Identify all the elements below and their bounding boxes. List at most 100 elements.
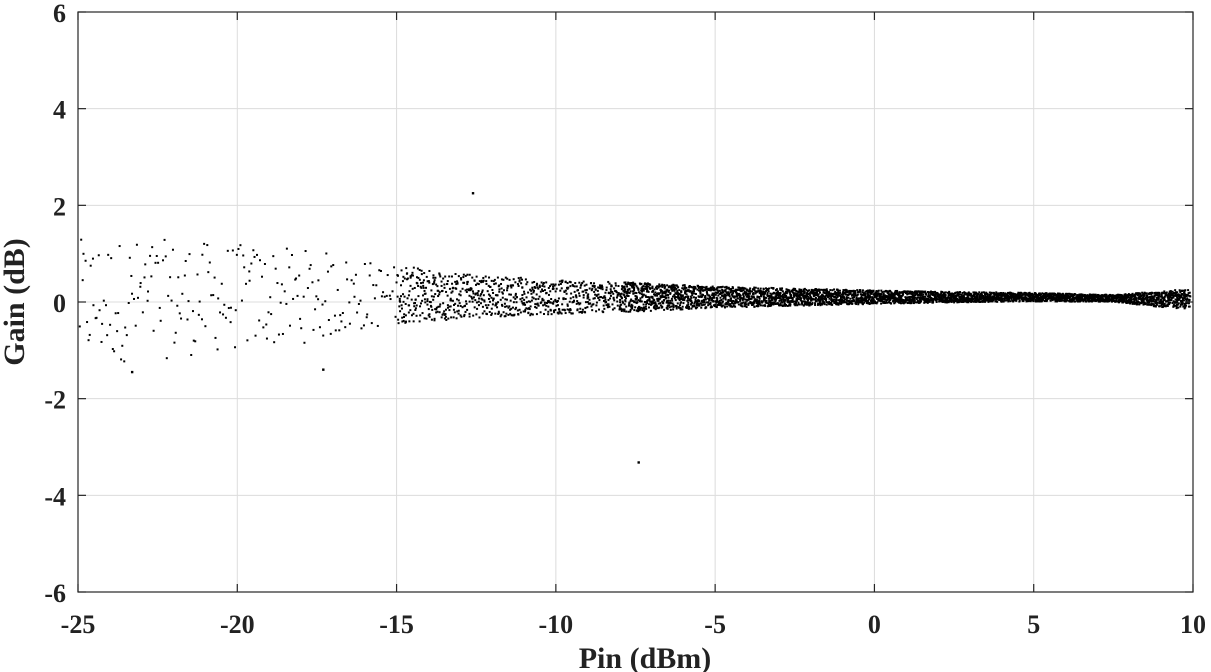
data-point <box>422 279 425 282</box>
data-point <box>940 295 943 298</box>
data-point <box>687 297 690 300</box>
data-point <box>779 291 782 294</box>
data-point <box>459 277 462 280</box>
data-point <box>489 285 492 288</box>
data-point <box>540 281 543 284</box>
data-point <box>1066 299 1069 302</box>
data-point <box>401 316 404 319</box>
data-point <box>1105 299 1108 302</box>
data-point <box>1134 301 1137 304</box>
data-point <box>1016 297 1019 300</box>
data-point <box>841 291 844 294</box>
data-point <box>308 267 311 270</box>
data-point <box>314 308 317 311</box>
data-point <box>937 295 940 298</box>
data-point <box>711 292 714 295</box>
data-point <box>481 312 484 315</box>
data-point <box>768 301 771 304</box>
data-point <box>927 299 930 302</box>
data-point <box>537 297 540 300</box>
data-point <box>525 296 528 299</box>
data-point <box>508 293 511 296</box>
data-point <box>709 287 712 290</box>
data-point <box>531 313 534 316</box>
data-point <box>379 270 382 273</box>
data-point <box>972 298 975 301</box>
data-point <box>1029 298 1032 301</box>
data-point <box>456 280 459 283</box>
data-point <box>925 293 928 296</box>
data-point <box>186 318 189 321</box>
data-point <box>802 304 805 307</box>
data-point <box>597 293 600 296</box>
data-point <box>646 302 649 305</box>
data-point <box>796 299 799 302</box>
data-point <box>292 297 295 300</box>
data-point <box>954 300 957 303</box>
data-point <box>350 279 353 282</box>
data-point <box>806 299 809 302</box>
data-point <box>1071 296 1074 299</box>
data-point <box>565 292 568 295</box>
data-point <box>637 288 640 291</box>
data-point <box>422 286 425 289</box>
data-point <box>324 300 327 303</box>
data-point <box>598 286 601 289</box>
data-point <box>464 289 467 292</box>
data-point <box>542 283 545 286</box>
data-point <box>1031 298 1034 301</box>
data-point <box>235 253 238 256</box>
data-point <box>632 285 635 288</box>
data-point <box>855 303 858 306</box>
data-point <box>452 308 455 311</box>
data-point <box>1002 291 1005 294</box>
data-point <box>816 294 819 297</box>
data-point <box>1163 290 1166 293</box>
data-point <box>1017 293 1020 296</box>
data-point <box>724 293 727 296</box>
data-point <box>896 299 899 302</box>
data-point <box>778 294 781 297</box>
data-point <box>149 254 152 257</box>
data-point <box>417 284 420 287</box>
data-point <box>1172 300 1175 303</box>
data-point <box>477 290 480 293</box>
data-point <box>890 302 893 305</box>
data-point <box>680 290 683 293</box>
data-point <box>399 295 402 298</box>
data-point <box>817 293 820 296</box>
data-point <box>747 303 750 306</box>
data-point <box>737 303 740 306</box>
data-point <box>1064 296 1067 299</box>
data-point <box>948 290 951 293</box>
data-point <box>440 290 443 293</box>
data-point <box>1112 296 1115 299</box>
data-point <box>700 288 703 291</box>
data-point <box>1184 289 1187 292</box>
data-point <box>614 282 617 285</box>
data-point <box>465 302 468 305</box>
data-point <box>454 273 457 276</box>
data-point <box>636 286 639 289</box>
data-point <box>558 280 561 283</box>
data-point <box>445 290 448 293</box>
data-point <box>889 294 892 297</box>
data-point <box>1150 302 1153 305</box>
data-point <box>1177 306 1180 309</box>
data-point <box>752 292 755 295</box>
data-point <box>659 288 662 291</box>
data-point <box>1010 296 1013 299</box>
data-point <box>155 254 158 257</box>
data-point <box>633 309 636 312</box>
data-point <box>729 303 732 306</box>
data-point <box>1047 297 1050 300</box>
data-point <box>672 286 675 289</box>
data-point <box>892 292 895 295</box>
data-point <box>1111 296 1114 299</box>
data-point <box>1072 295 1075 298</box>
data-point <box>502 289 505 292</box>
data-point <box>1176 303 1179 306</box>
data-point <box>535 303 538 306</box>
data-point <box>709 295 712 298</box>
data-point <box>493 278 496 281</box>
